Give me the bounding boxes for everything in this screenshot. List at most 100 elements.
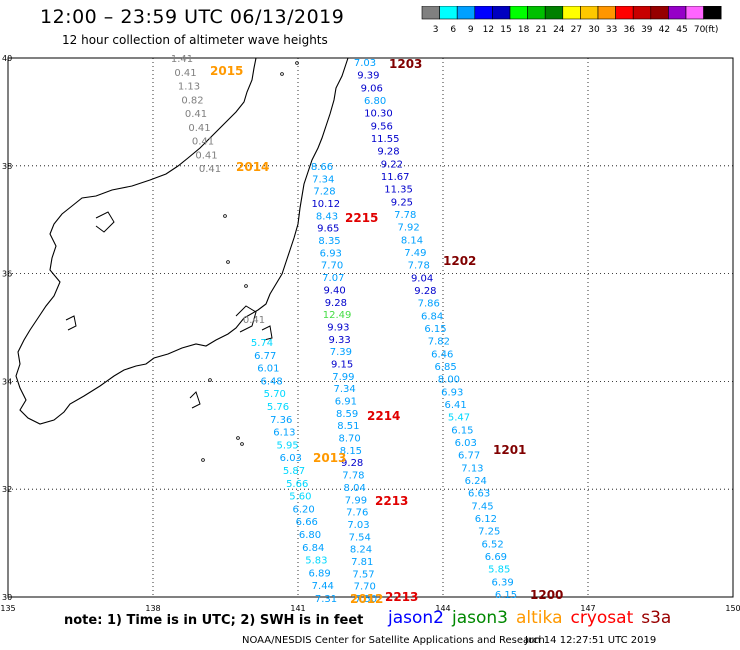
track_2013-wave-height: 6.80 [299, 530, 321, 541]
track_2013-wave-height: 6.66 [296, 517, 318, 528]
map-frame [7, 57, 734, 598]
track_1203-wave-height: 9.39 [357, 71, 379, 82]
pass-time-label: 2012 [350, 592, 383, 606]
pass-time-label: 2014 [236, 160, 269, 174]
track_1203-wave-height: 11.67 [381, 172, 410, 183]
track_2215-wave-height: 7.34 [312, 174, 334, 185]
color-scale-label: 15 [500, 25, 511, 35]
track_2215-wave-height: 7.39 [330, 347, 352, 358]
track_2215-wave-height: 7.70 [321, 261, 343, 272]
color-scale-label: 18 [518, 25, 530, 35]
track_2215-wave-height: 8.70 [339, 434, 361, 445]
track_2215-wave-height: 7.54 [349, 532, 371, 543]
track_2013-wave-height: 6.77 [254, 351, 276, 362]
track_1203-wave-height: 7.03 [354, 58, 376, 69]
longitude-label: 147 [580, 604, 595, 613]
color-scale-label: 27 [571, 25, 582, 35]
track_2215-wave-height: 7.76 [346, 508, 368, 519]
longitude-label: 138 [145, 604, 160, 613]
track_2215-wave-height: 9.65 [317, 224, 339, 235]
track_1203-wave-height: 7.78 [394, 210, 416, 221]
track_2215-wave-height: 10.12 [311, 199, 340, 210]
track_2215-wave-height: 7.70 [354, 582, 376, 593]
altika_north-wave-height: 0.41 [192, 137, 214, 148]
track_1203-wave-height: 6.46 [431, 349, 453, 360]
color-scale-label: 21 [535, 25, 546, 35]
track_1203-wave-height: 7.25 [478, 527, 500, 538]
color-scale-label: 24 [553, 25, 565, 35]
pass-time-label: 1203 [389, 57, 422, 71]
altika_north-wave-height: 0.41 [199, 164, 221, 175]
altika_north-wave-height: 0.41 [188, 123, 210, 134]
satellite-legend-cryosat: cryosat [570, 608, 634, 628]
color-scale-label: 30 [588, 25, 600, 35]
color-scale-label: 45 [676, 25, 687, 35]
track_2215-wave-height: 8.35 [318, 236, 340, 247]
color-scale-label: (ft) [705, 25, 719, 35]
track_1203-wave-height: 9.28 [377, 147, 399, 158]
track_2215-wave-height: 9.28 [341, 458, 363, 469]
latitude-label: 38 [2, 162, 12, 171]
track_1203-wave-height: 6.15 [424, 324, 446, 335]
track_1203-wave-height: 7.45 [471, 501, 493, 512]
pass-time-label: 2015 [210, 64, 243, 78]
small-island [280, 72, 284, 76]
track_2013-wave-height: 5.66 [286, 479, 308, 490]
units-note: note: 1) Time is in UTC; 2) SWH is in fe… [64, 613, 364, 628]
track_2215-wave-height: 8.43 [316, 211, 338, 222]
track_2013-wave-height: 6.13 [273, 428, 295, 439]
longitude-label: 144 [435, 604, 450, 613]
track_1203-wave-height: 9.04 [411, 273, 433, 284]
track_1203-wave-height: 9.28 [414, 286, 436, 297]
pass-time-label: 1200 [530, 588, 563, 602]
track_1203-wave-height: 6.24 [465, 476, 487, 487]
map-title: 12:00 – 23:59 UTC 06/13/2019 [40, 6, 345, 28]
latitude-label: 40 [2, 54, 12, 63]
color-scale-label: 39 [641, 25, 653, 35]
track_2013-wave-height: 7.31 [315, 594, 337, 605]
altika_north-wave-height: 0.41 [195, 150, 217, 161]
track_1203-wave-height: 9.25 [391, 197, 413, 208]
track_1203-wave-height: 6.69 [485, 552, 507, 563]
track_2013-wave-height: 6.01 [257, 364, 279, 375]
island-outline [65, 315, 77, 331]
track_2013-wave-height: 6.20 [292, 504, 314, 515]
satellite-legend-jason3: jason3 [452, 608, 508, 628]
track_2215-wave-height: 8.66 [311, 162, 333, 173]
track_2215-wave-height: 8.51 [337, 421, 359, 432]
track_2013-wave-height: 6.89 [308, 568, 330, 579]
track_2215-wave-height: 7.99 [345, 495, 367, 506]
small-island [223, 214, 227, 218]
track_2013-wave-height: 5.74 [251, 338, 273, 349]
track_1203-wave-height: 7.78 [408, 261, 430, 272]
track_1203-wave-height: 6.12 [475, 514, 497, 525]
island-outline [95, 211, 115, 233]
small-island [208, 378, 212, 382]
altika_north-wave-height: 1.13 [178, 82, 200, 93]
track_1203-wave-height: 8.00 [438, 375, 460, 386]
latitude-label: 36 [2, 270, 12, 279]
pass-time-label: 2013 [313, 451, 346, 465]
track_2215-wave-height: 8.04 [344, 483, 366, 494]
track_2215-wave-height: 7.34 [333, 384, 355, 395]
track_1203-wave-height: 6.39 [492, 577, 514, 588]
map-subtitle: 12 hour collection of altimeter wave hei… [62, 33, 328, 47]
track_1203-wave-height: 7.92 [398, 223, 420, 234]
track_2013-wave-height: 5.70 [264, 389, 286, 400]
track_2215-wave-height: 9.40 [323, 285, 345, 296]
track_2215-wave-height: 7.07 [322, 273, 344, 284]
small-island [226, 260, 230, 264]
track_2013-wave-height: 6.48 [260, 376, 282, 387]
track_2013-wave-height: 7.36 [270, 415, 292, 426]
altika_north-wave-height: 0.82 [181, 95, 203, 106]
track_2215-wave-height: 6.91 [335, 397, 357, 408]
longitude-label: 135 [0, 604, 15, 613]
track_2013-wave-height: 5.87 [283, 466, 305, 477]
longitude-label: 150 [725, 604, 740, 613]
pass-time-label: 2214 [367, 409, 400, 423]
track_2013-wave-height: 5.76 [267, 402, 289, 413]
small-island [295, 61, 299, 65]
color-scale-label: 70 [694, 25, 706, 35]
satellite-legend-altika: altika [516, 608, 563, 628]
